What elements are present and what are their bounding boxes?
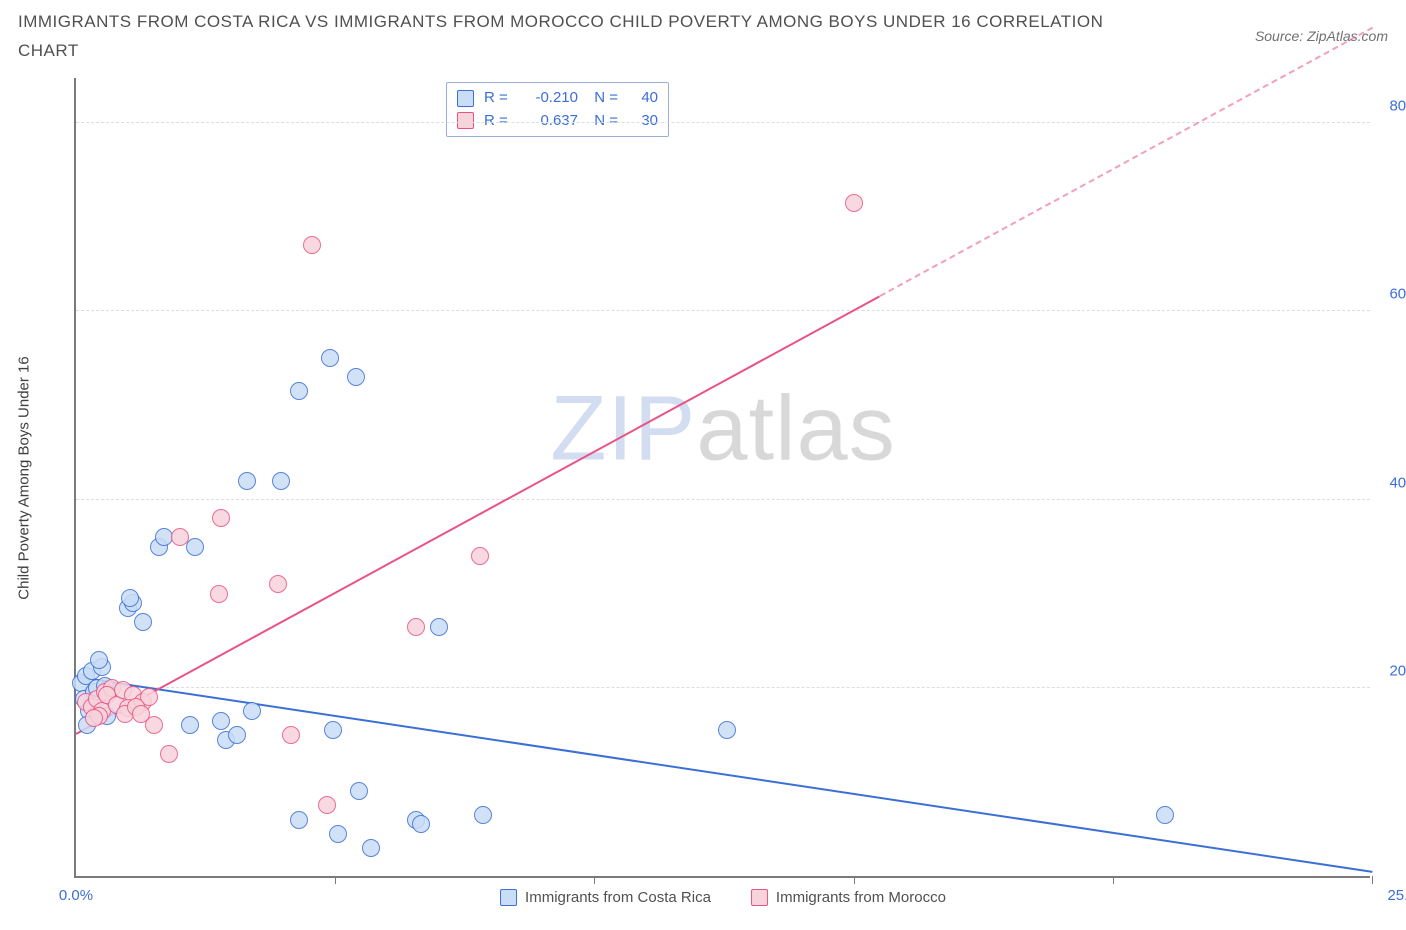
data-point: [718, 721, 736, 739]
data-point: [362, 839, 380, 857]
r-value: 0.637: [524, 110, 578, 133]
data-point: [121, 589, 139, 607]
watermark-atlas: atlas: [696, 378, 895, 480]
chart-title: IMMIGRANTS FROM COSTA RICA VS IMMIGRANTS…: [18, 8, 1118, 66]
data-point: [85, 709, 103, 727]
data-point: [212, 712, 230, 730]
x-tick-label: 0.0%: [59, 887, 93, 904]
data-point: [228, 726, 246, 744]
data-point: [181, 716, 199, 734]
data-point: [471, 547, 489, 565]
data-point: [347, 368, 365, 386]
trend-line-dashed: [879, 27, 1372, 297]
data-point: [1156, 806, 1174, 824]
data-point: [290, 811, 308, 829]
n-value: 40: [628, 87, 658, 110]
gridline: [76, 499, 1370, 500]
data-point: [430, 618, 448, 636]
r-label: R =: [484, 110, 514, 133]
legend-swatch: [500, 889, 517, 906]
stat-row: R = -0.210 N = 40: [457, 87, 658, 110]
r-value: -0.210: [524, 87, 578, 110]
data-point: [90, 651, 108, 669]
data-point: [134, 613, 152, 631]
trend-line: [76, 676, 1372, 873]
watermark: ZIPatlas: [550, 377, 895, 482]
trend-line: [76, 295, 880, 734]
data-point: [350, 782, 368, 800]
series-legend: Immigrants from Costa Rica Immigrants fro…: [500, 889, 946, 906]
n-value: 30: [628, 110, 658, 133]
r-label: R =: [484, 87, 514, 110]
x-tick: [1372, 876, 1373, 884]
data-point: [412, 815, 430, 833]
legend-swatch: [457, 112, 474, 129]
data-point: [132, 705, 150, 723]
x-tick-label: 25.0%: [1387, 887, 1406, 904]
data-point: [474, 806, 492, 824]
gridline: [76, 687, 1370, 688]
data-point: [324, 721, 342, 739]
y-tick-label: 60.0%: [1376, 286, 1406, 303]
data-point: [186, 538, 204, 556]
gridline: [76, 122, 1370, 123]
data-point: [282, 726, 300, 744]
data-point: [243, 702, 261, 720]
data-point: [160, 745, 178, 763]
y-tick-label: 80.0%: [1376, 98, 1406, 115]
n-label: N =: [588, 87, 618, 110]
stat-row: R = 0.637 N = 30: [457, 110, 658, 133]
legend-item: Immigrants from Morocco: [751, 889, 946, 906]
legend-label: Immigrants from Costa Rica: [525, 889, 711, 906]
data-point: [210, 585, 228, 603]
data-point: [318, 796, 336, 814]
correlation-stats-box: R = -0.210 N = 40 R = 0.637 N = 30: [446, 82, 669, 137]
data-point: [329, 825, 347, 843]
legend-swatch: [751, 889, 768, 906]
legend-label: Immigrants from Morocco: [776, 889, 946, 906]
data-point: [171, 528, 189, 546]
data-point: [290, 382, 308, 400]
data-point: [272, 472, 290, 490]
data-point: [269, 575, 287, 593]
x-tick: [1113, 876, 1114, 884]
y-tick-label: 20.0%: [1376, 662, 1406, 679]
gridline: [76, 310, 1370, 311]
y-axis-label: Child Poverty Among Boys Under 16: [16, 356, 33, 599]
x-tick: [854, 876, 855, 884]
data-point: [407, 618, 425, 636]
data-point: [845, 194, 863, 212]
legend-swatch: [457, 90, 474, 107]
plot-region: ZIPatlas R =-0.210N =40R =0.637N =30 Imm…: [74, 78, 1370, 878]
chart-area: Child Poverty Among Boys Under 16 ZIPatl…: [60, 78, 1380, 878]
x-tick: [335, 876, 336, 884]
source-label: Source: ZipAtlas.com: [1255, 8, 1388, 44]
data-point: [238, 472, 256, 490]
data-point: [212, 509, 230, 527]
data-point: [303, 236, 321, 254]
n-label: N =: [588, 110, 618, 133]
data-point: [321, 349, 339, 367]
y-tick-label: 40.0%: [1376, 474, 1406, 491]
legend-item: Immigrants from Costa Rica: [500, 889, 711, 906]
x-tick: [594, 876, 595, 884]
